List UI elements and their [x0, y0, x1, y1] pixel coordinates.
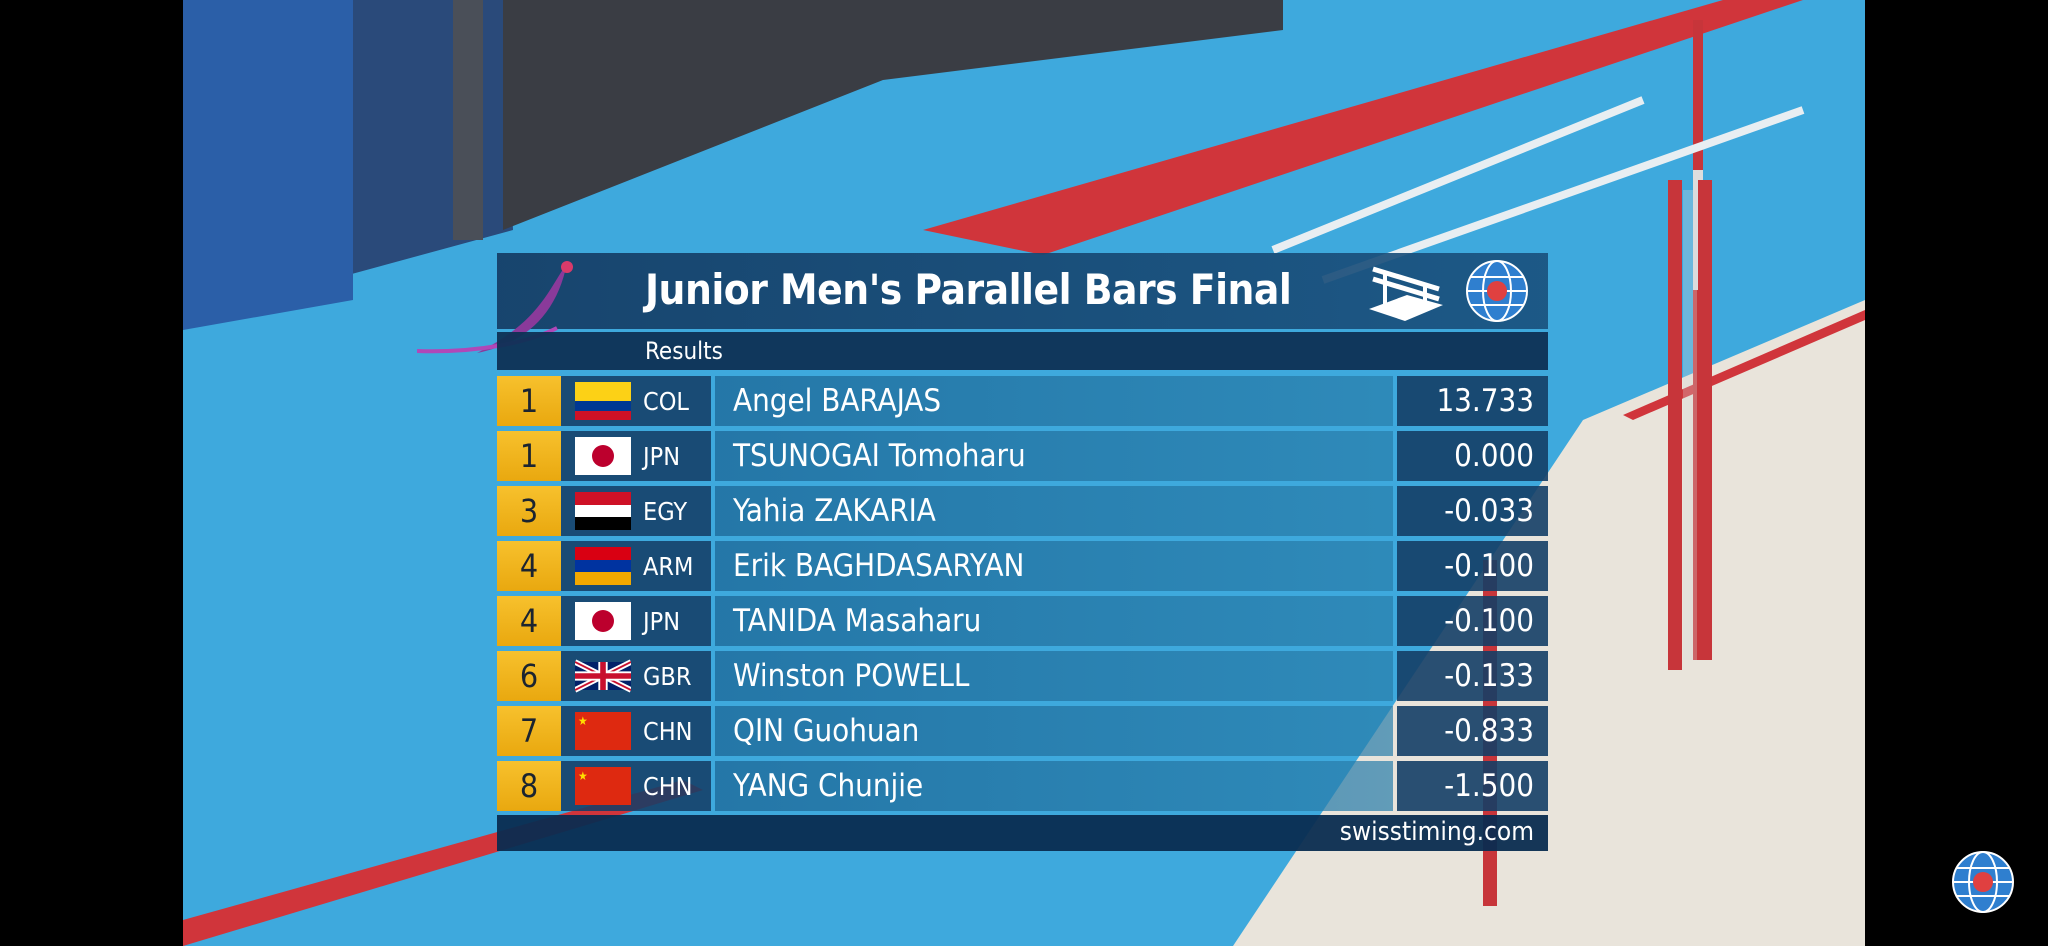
athlete-name: Erik BAGHDASARYAN: [715, 541, 1393, 591]
results-table: 1 COL Angel BARAJAS 13.733 1 JPN TSUNOGAI…: [497, 376, 1548, 811]
country-code: CHN: [643, 771, 693, 801]
rank-badge: 6: [497, 651, 561, 701]
flag-armenia-icon: [575, 547, 631, 585]
scoreboard-footer: swisstiming.com: [497, 815, 1548, 851]
rank-badge: 4: [497, 596, 561, 646]
rank-badge: 1: [497, 376, 561, 426]
score: -0.833: [1397, 706, 1548, 756]
results-label: Results: [645, 337, 723, 365]
scoreboard-title: Junior Men's Parallel Bars Final: [645, 265, 1292, 314]
result-row: 1 COL Angel BARAJAS 13.733: [497, 376, 1548, 426]
score: -0.033: [1397, 486, 1548, 536]
results-subtitle-bar: Results: [497, 332, 1548, 370]
sponsor-text: swisstiming.com: [1339, 817, 1534, 847]
score: -0.100: [1397, 596, 1548, 646]
fig-watermark-icon: [1952, 851, 2014, 913]
score: -0.100: [1397, 541, 1548, 591]
rank-badge: 1: [497, 431, 561, 481]
country-code: CHN: [643, 716, 693, 746]
country-cell: ★ CHN: [561, 706, 711, 756]
rank-badge: 4: [497, 541, 561, 591]
flag-china-icon: ★: [575, 767, 631, 805]
flag-egypt-icon: [575, 492, 631, 530]
country-cell: COL: [561, 376, 711, 426]
rank-badge: 7: [497, 706, 561, 756]
flag-uk-icon: [575, 657, 631, 695]
result-row: 7 ★ CHN QIN Guohuan -0.833: [497, 706, 1548, 756]
athlete-name: TSUNOGAI Tomoharu: [715, 431, 1393, 481]
result-row: 3 EGY Yahia ZAKARIA -0.033: [497, 486, 1548, 536]
country-code: GBR: [643, 661, 692, 691]
result-row: 6 GBR Winston POWELL -0.133: [497, 651, 1548, 701]
country-cell: ★ CHN: [561, 761, 711, 811]
country-cell: GBR: [561, 651, 711, 701]
athlete-name: Winston POWELL: [715, 651, 1393, 701]
country-code: ARM: [643, 551, 694, 581]
parallel-bars-icon: [1369, 266, 1443, 321]
flag-japan-icon: [575, 602, 631, 640]
score: -1.500: [1397, 761, 1548, 811]
flag-china-icon: ★: [575, 712, 631, 750]
result-row: 8 ★ CHN YANG Chunjie -1.500: [497, 761, 1548, 811]
score: 13.733: [1397, 376, 1548, 426]
result-row: 4 ARM Erik BAGHDASARYAN -0.100: [497, 541, 1548, 591]
country-code: JPN: [643, 441, 681, 471]
athlete-name: Angel BARAJAS: [715, 376, 1393, 426]
country-cell: ARM: [561, 541, 711, 591]
fig-logo-icon: [1466, 260, 1528, 322]
score: 0.000: [1397, 431, 1548, 481]
athlete-name: QIN Guohuan: [715, 706, 1393, 756]
flag-japan-icon: [575, 437, 631, 475]
country-cell: JPN: [561, 431, 711, 481]
result-row: 1 JPN TSUNOGAI Tomoharu 0.000: [497, 431, 1548, 481]
athlete-name: Yahia ZAKARIA: [715, 486, 1393, 536]
scoreboard-title-bar: Junior Men's Parallel Bars Final: [417, 253, 1548, 354]
results-scoreboard: Junior Men's Parallel Bars Final Results…: [417, 253, 1548, 851]
country-code: JPN: [643, 606, 681, 636]
flag-colombia-icon: [575, 382, 631, 420]
athlete-name: YANG Chunjie: [715, 761, 1393, 811]
score: -0.133: [1397, 651, 1548, 701]
rank-badge: 8: [497, 761, 561, 811]
rank-badge: 3: [497, 486, 561, 536]
country-cell: EGY: [561, 486, 711, 536]
country-code: EGY: [643, 496, 688, 526]
country-cell: JPN: [561, 596, 711, 646]
country-code: COL: [643, 386, 689, 416]
result-row: 4 JPN TANIDA Masaharu -0.100: [497, 596, 1548, 646]
athlete-name: TANIDA Masaharu: [715, 596, 1393, 646]
